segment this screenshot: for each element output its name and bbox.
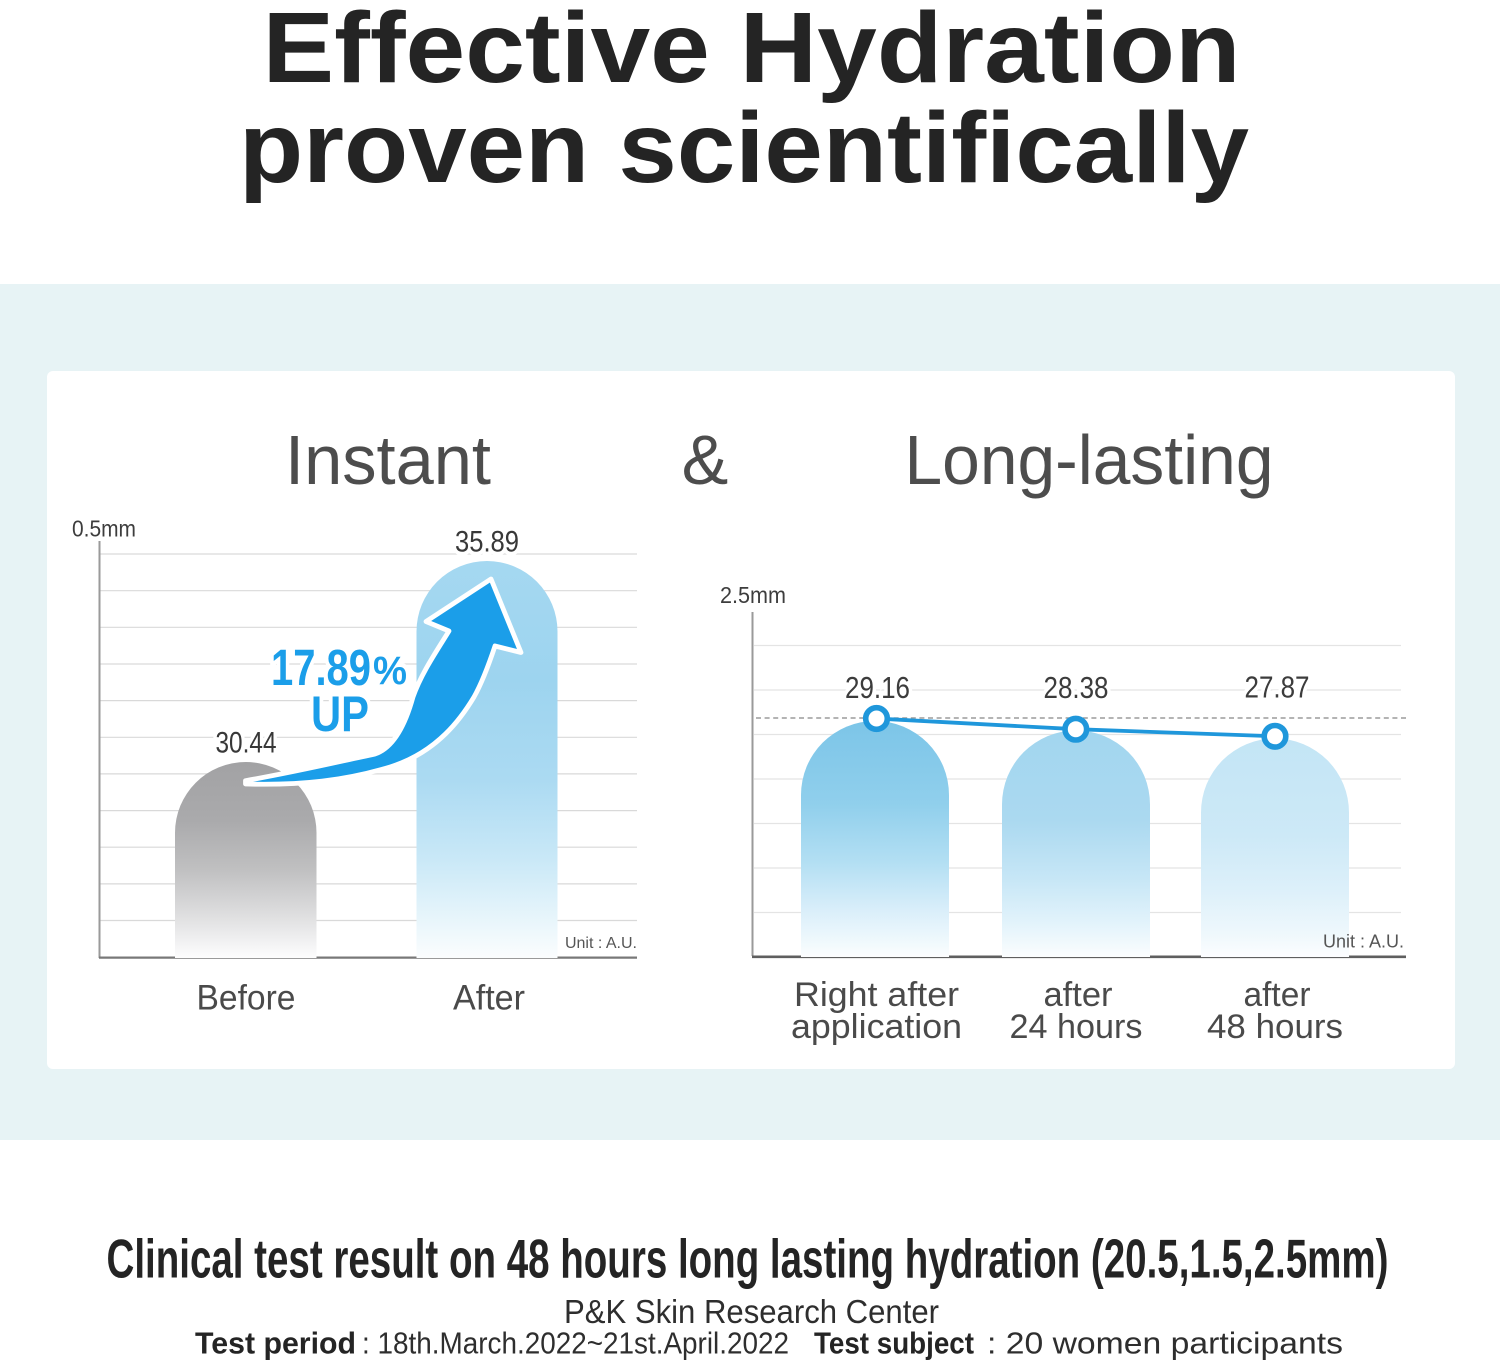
- svg-text:after: after: [1044, 976, 1113, 1014]
- svg-text:35.89: 35.89: [455, 526, 519, 559]
- svg-text:29.16: 29.16: [845, 671, 910, 705]
- svg-text:Clinical test result on 48 hou: Clinical test result on 48 hours long la…: [107, 1228, 1389, 1290]
- svg-text:&: &: [682, 421, 729, 499]
- svg-text:UP: UP: [311, 686, 369, 742]
- svg-text:application: application: [791, 1008, 962, 1046]
- svg-text:Long-lasting: Long-lasting: [905, 421, 1274, 499]
- svg-text:0.5mm: 0.5mm: [72, 516, 136, 542]
- svg-text:after: after: [1244, 976, 1311, 1014]
- svg-text:2.5mm: 2.5mm: [720, 582, 786, 608]
- svg-text:Unit : A.U.: Unit : A.U.: [1323, 932, 1404, 952]
- svg-text:17.89: 17.89: [271, 639, 371, 696]
- svg-text:24 hours: 24 hours: [1010, 1008, 1143, 1046]
- svg-text:%: %: [373, 649, 407, 693]
- svg-text:Before: Before: [197, 979, 296, 1018]
- svg-text:30.44: 30.44: [216, 727, 277, 760]
- svg-text:28.38: 28.38: [1044, 671, 1109, 705]
- svg-text:P&K Skin Research Center: P&K Skin Research Center: [564, 1293, 939, 1330]
- svg-text:After: After: [453, 979, 525, 1018]
- svg-text:27.87: 27.87: [1245, 671, 1310, 705]
- svg-text:48 hours: 48 hours: [1207, 1008, 1343, 1046]
- svg-text:proven scientifically: proven scientifically: [239, 92, 1249, 204]
- svg-text:Effective Hydration: Effective Hydration: [263, 0, 1241, 104]
- svg-text:Test subject: Test subject: [814, 1327, 974, 1361]
- svg-text:: 20 women participants: : 20 women participants: [987, 1327, 1343, 1361]
- svg-text:: 18th.March.2022~21st.April.2: : 18th.March.2022~21st.April.2022: [362, 1327, 789, 1361]
- svg-text:Right after: Right after: [794, 976, 959, 1014]
- svg-text:Instant: Instant: [285, 421, 491, 499]
- svg-text:Unit : A.U.: Unit : A.U.: [565, 935, 637, 952]
- svg-text:Test period: Test period: [195, 1327, 356, 1361]
